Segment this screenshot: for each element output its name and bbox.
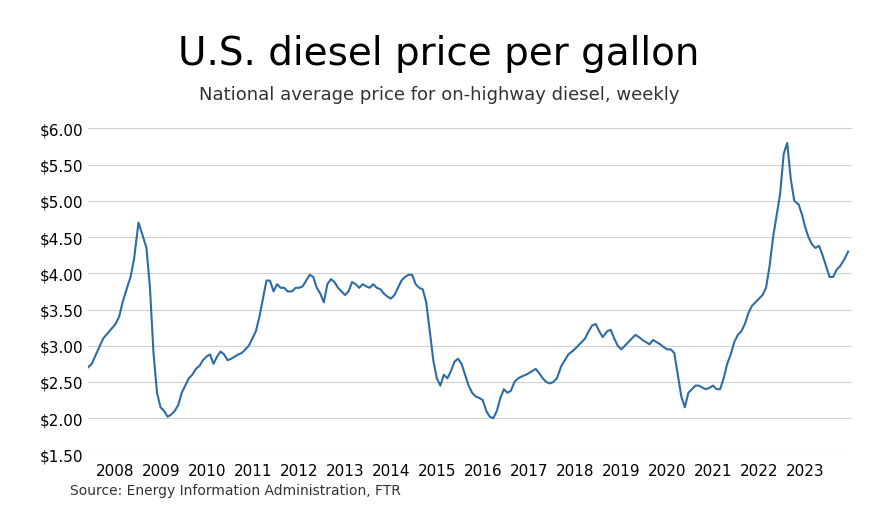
Text: U.S. diesel price per gallon: U.S. diesel price per gallon xyxy=(178,35,699,73)
Text: National average price for on-highway diesel, weekly: National average price for on-highway di… xyxy=(198,86,679,104)
Text: Source: Energy Information Administration, FTR: Source: Energy Information Administratio… xyxy=(70,483,401,497)
